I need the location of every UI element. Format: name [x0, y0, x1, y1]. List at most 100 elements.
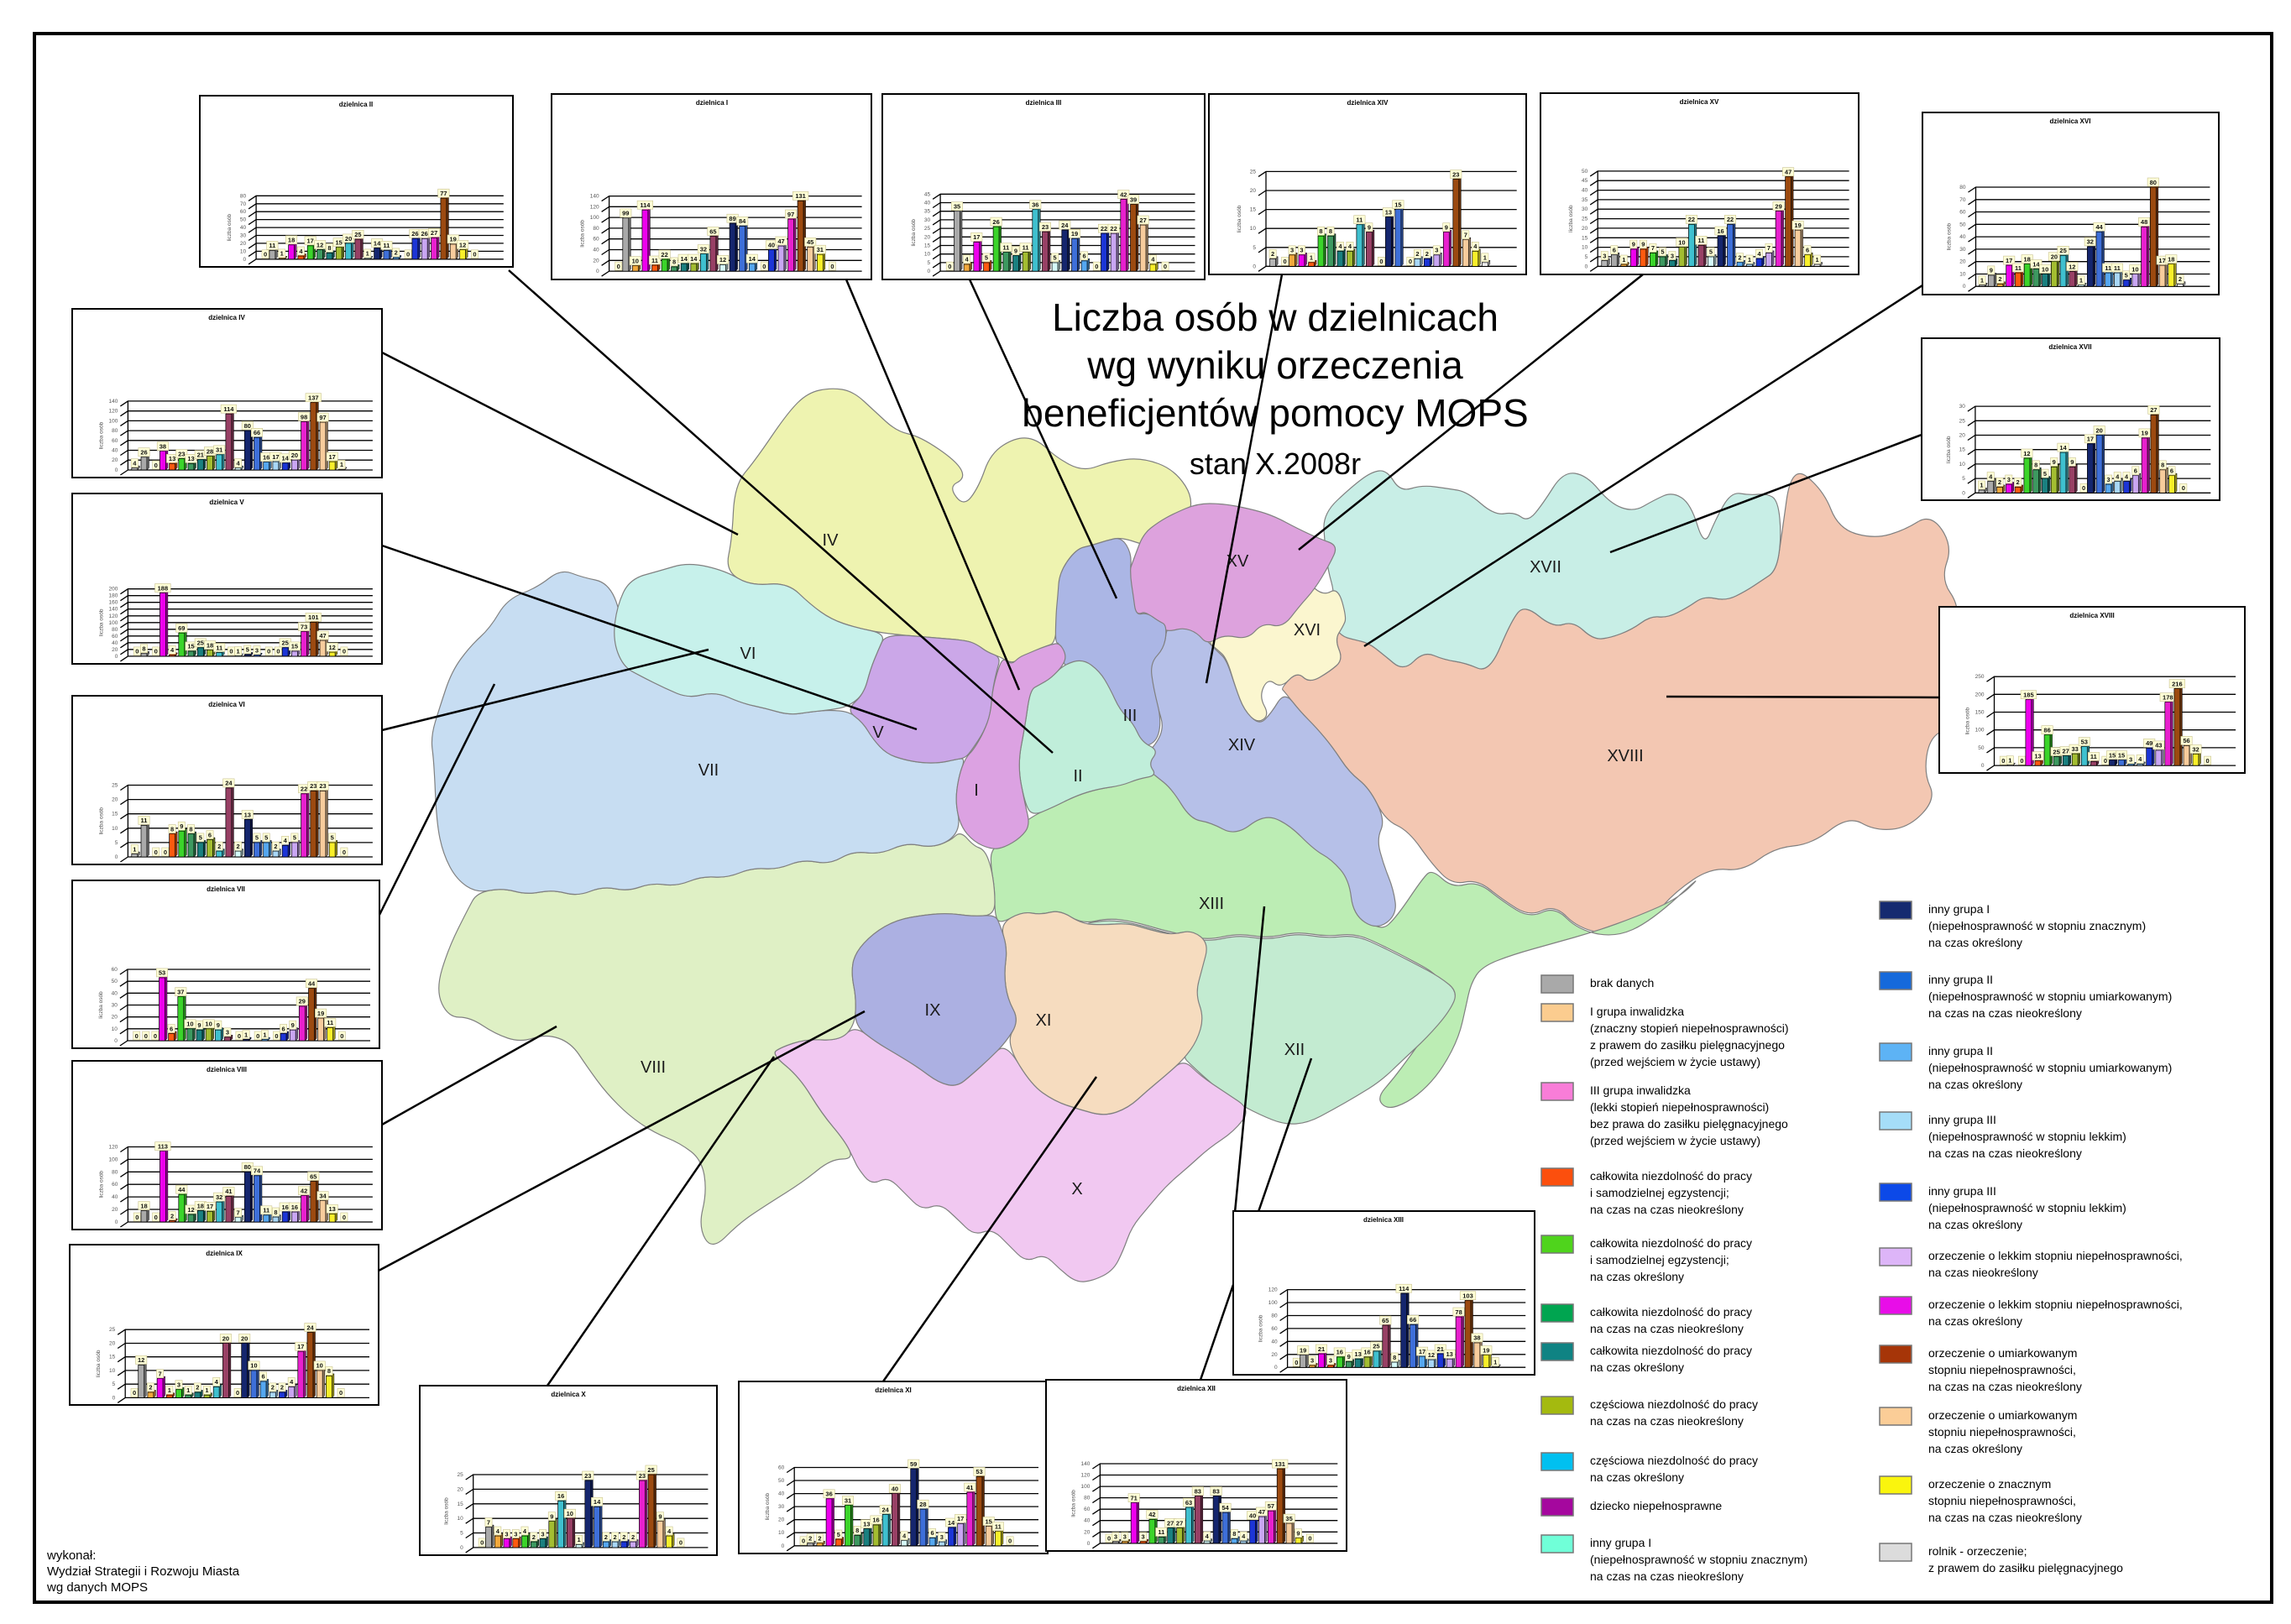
svg-text:40: 40 [240, 225, 247, 231]
svg-text:49: 49 [2146, 739, 2152, 747]
svg-text:dzielnica XIII: dzielnica XIII [1363, 1216, 1404, 1224]
svg-text:53: 53 [159, 969, 165, 977]
svg-text:liczba osób: liczba osób [1947, 222, 1953, 250]
svg-text:12: 12 [316, 241, 323, 248]
svg-text:0: 0 [1008, 1538, 1012, 1545]
svg-text:65: 65 [709, 227, 716, 235]
svg-text:25: 25 [354, 231, 361, 238]
svg-text:0: 0 [406, 251, 410, 258]
svg-text:60: 60 [593, 237, 599, 243]
svg-text:10: 10 [567, 1510, 573, 1517]
svg-text:XIV: XIV [1228, 736, 1256, 755]
svg-text:liczba osób: liczba osób [1965, 707, 1971, 734]
svg-text:VIII: VIII [641, 1058, 666, 1077]
svg-text:liczba osób: liczba osób [1946, 436, 1952, 463]
svg-text:20: 20 [1271, 1352, 1278, 1358]
svg-text:0: 0 [115, 1219, 118, 1225]
svg-text:5: 5 [837, 1531, 840, 1538]
svg-text:10: 10 [205, 1021, 212, 1028]
svg-text:9: 9 [2070, 458, 2074, 466]
svg-text:22: 22 [1727, 216, 1734, 223]
svg-text:35: 35 [954, 203, 960, 211]
svg-text:18: 18 [2168, 255, 2174, 263]
svg-text:11: 11 [1158, 1528, 1164, 1536]
svg-text:100: 100 [1975, 728, 1985, 734]
svg-text:89: 89 [729, 215, 735, 222]
svg-text:11: 11 [1356, 217, 1363, 224]
svg-text:8: 8 [2161, 462, 2164, 469]
svg-text:5: 5 [293, 834, 296, 842]
svg-text:12: 12 [329, 644, 336, 651]
svg-text:5: 5 [255, 834, 259, 842]
svg-text:V: V [872, 723, 884, 742]
svg-text:23: 23 [639, 1472, 646, 1480]
svg-text:78: 78 [1455, 1308, 1462, 1316]
svg-text:80: 80 [244, 422, 251, 430]
svg-text:6: 6 [1613, 247, 1616, 254]
svg-text:2: 2 [1271, 250, 1274, 258]
svg-text:9: 9 [1296, 1530, 1300, 1538]
svg-text:10: 10 [316, 1362, 323, 1370]
svg-text:0: 0 [243, 257, 246, 263]
svg-text:40: 40 [593, 248, 599, 253]
svg-text:bez prawa do zasiłku pielęgnac: bez prawa do zasiłku pielęgnacyjnego [1590, 1117, 1788, 1131]
svg-text:2: 2 [271, 1384, 275, 1392]
svg-text:0: 0 [782, 1543, 785, 1549]
svg-text:13: 13 [329, 1205, 336, 1213]
svg-text:66: 66 [254, 429, 260, 436]
svg-text:40: 40 [1249, 1512, 1256, 1520]
svg-text:2: 2 [217, 843, 221, 850]
svg-text:Liczba osób w dzielnicach: Liczba osób w dzielnicach [1052, 295, 1499, 339]
svg-text:30: 30 [1959, 404, 1966, 410]
svg-text:60: 60 [112, 634, 118, 640]
svg-text:11: 11 [1023, 243, 1029, 251]
svg-text:140: 140 [590, 194, 599, 200]
svg-text:40: 40 [1959, 234, 1966, 240]
svg-text:27: 27 [2150, 406, 2157, 414]
svg-text:20: 20 [924, 234, 931, 240]
svg-text:0: 0 [264, 251, 267, 258]
svg-text:10: 10 [109, 1368, 116, 1374]
svg-text:26: 26 [421, 230, 428, 238]
svg-text:11: 11 [263, 1207, 269, 1214]
svg-text:15: 15 [336, 239, 343, 247]
svg-text:23: 23 [178, 450, 185, 457]
svg-text:3: 3 [1290, 247, 1294, 254]
svg-text:stopniu niepełnosprawności,: stopniu niepełnosprawności, [1928, 1425, 2076, 1439]
svg-text:2: 2 [1998, 275, 2001, 283]
svg-text:20: 20 [291, 452, 298, 459]
svg-text:3: 3 [255, 647, 259, 655]
svg-text:13: 13 [1354, 1350, 1361, 1358]
svg-text:3: 3 [2007, 476, 2011, 483]
svg-text:131: 131 [795, 192, 806, 200]
svg-text:54: 54 [1221, 1504, 1229, 1512]
svg-text:17: 17 [207, 1203, 213, 1210]
svg-text:11: 11 [1002, 243, 1009, 251]
svg-text:12: 12 [138, 1356, 144, 1364]
svg-text:na czas na czas nieokreślony: na czas na czas nieokreślony [1928, 1146, 2082, 1160]
svg-text:dziecko niepełnosprawne: dziecko niepełnosprawne [1590, 1499, 1722, 1512]
svg-text:9: 9 [550, 1512, 553, 1520]
svg-text:16: 16 [1717, 227, 1723, 235]
svg-text:60: 60 [112, 438, 118, 444]
svg-text:11: 11 [2015, 264, 2022, 272]
svg-text:inny grupa III: inny grupa III [1928, 1184, 1996, 1198]
svg-text:40: 40 [112, 640, 118, 646]
svg-text:48: 48 [2141, 218, 2147, 226]
svg-text:beneficjentów pomocy MOPS: beneficjentów pomocy MOPS [1022, 391, 1528, 435]
svg-text:26: 26 [140, 449, 147, 457]
svg-text:0: 0 [762, 263, 766, 270]
svg-text:2: 2 [237, 843, 240, 850]
svg-text:0: 0 [1284, 258, 1287, 265]
svg-text:rolnik - orzeczenie;: rolnik - orzeczenie; [1928, 1544, 2027, 1558]
svg-text:8: 8 [327, 244, 331, 252]
svg-text:0: 0 [256, 1032, 259, 1040]
svg-text:stan X.2008r: stan X.2008r [1190, 446, 1361, 481]
svg-text:stopniu niepełnosprawności,: stopniu niepełnosprawności, [1928, 1363, 2076, 1376]
svg-text:3: 3 [226, 1029, 229, 1037]
svg-text:dzielnica VI: dzielnica VI [208, 701, 245, 708]
svg-text:1: 1 [186, 1386, 190, 1394]
svg-text:8: 8 [672, 258, 676, 266]
svg-text:7: 7 [237, 1209, 240, 1217]
svg-text:10: 10 [112, 1026, 118, 1032]
